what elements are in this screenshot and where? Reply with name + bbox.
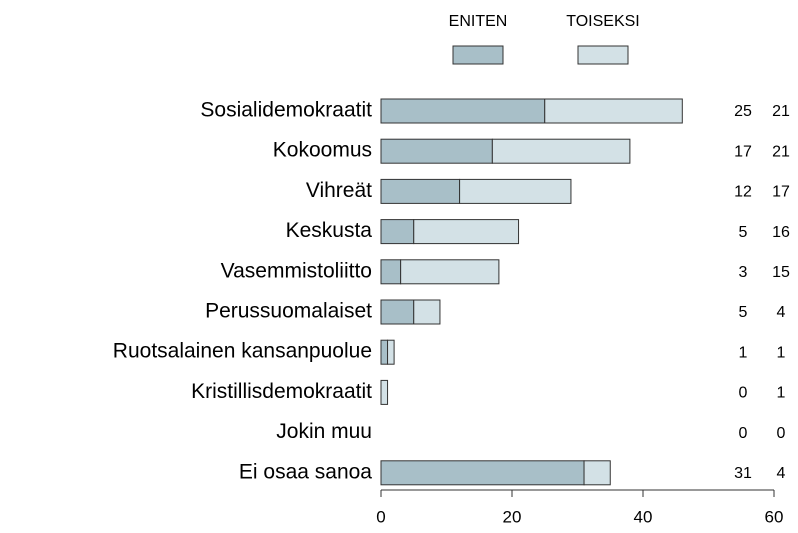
category-label: Ei osaa sanoa [239,460,372,483]
bar-segment [380,219,415,245]
bar-segment [583,460,611,486]
value-label: 1 [777,344,786,361]
bar-segment [400,259,500,285]
category-label: Keskusta [286,219,373,242]
bar-segment [380,98,546,124]
category-label: Vihreät [306,179,372,202]
legend-label: TOISEKSI [566,13,640,30]
value-label: 31 [734,465,752,482]
bar-segment [380,259,402,285]
bar-segment [491,138,631,164]
value-label: 17 [772,184,790,201]
bar-segment [380,138,493,164]
x-tick-label: 0 [376,507,385,526]
value-label: 16 [772,224,790,241]
category-label: Ruotsalainen kansanpuolue [113,340,372,363]
x-tick-label: 20 [503,507,522,526]
bar-segment [544,98,683,124]
category-label: Vasemmistoliitto [221,259,372,282]
x-tick-label: 60 [765,507,784,526]
category-label: Kokoomus [273,139,372,162]
value-label: 4 [777,304,786,321]
value-label: 3 [739,264,748,281]
value-label: 0 [777,425,786,442]
bar-segment [413,299,441,325]
bar-segment [380,178,461,204]
bar-segment [413,219,520,245]
legend-swatch [452,45,504,65]
category-label: Perussuomalaiset [205,300,372,323]
bar-segment [380,460,585,486]
value-label: 5 [739,224,748,241]
value-label: 4 [777,465,786,482]
bar-segment [459,178,572,204]
value-label: 0 [739,425,748,442]
value-label: 0 [739,385,748,402]
category-label: Jokin muu [276,420,372,443]
value-label: 21 [772,143,790,160]
x-tick-label: 40 [634,507,653,526]
category-label: Kristillisdemokraatit [191,380,372,403]
value-label: 1 [777,385,786,402]
bar-segment [380,339,389,365]
legend-swatch [577,45,629,65]
category-label: Sosialidemokraatit [200,99,372,122]
bar-segment [387,339,395,365]
value-label: 1 [739,344,748,361]
value-label: 21 [772,103,790,120]
value-label: 25 [734,103,752,120]
value-label: 17 [734,143,752,160]
legend-label: ENITEN [449,13,508,30]
value-label: 12 [734,184,752,201]
bar-segment [380,379,389,405]
value-label: 5 [739,304,748,321]
value-label: 15 [772,264,790,281]
bar-segment [380,299,415,325]
